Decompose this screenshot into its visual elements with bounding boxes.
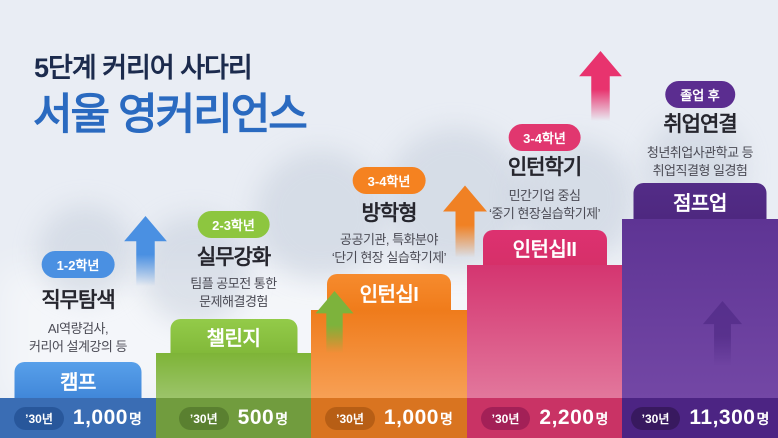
target-value: 1,000명 — [73, 406, 142, 430]
stage-title: 방학형 — [361, 202, 418, 225]
target-unit: 명 — [128, 411, 142, 427]
grade-badge: 1-2학년 — [41, 251, 115, 278]
grade-badge: 3-4학년 — [352, 167, 426, 194]
program-label: 인턴십I — [327, 274, 451, 310]
target-footer: ’30년 1,000명 — [311, 398, 467, 438]
up-arrow-watermark-icon — [702, 301, 743, 365]
target-number: 11,300 — [689, 406, 756, 429]
program-label: 챌린지 — [170, 319, 297, 353]
target-value: 500명 — [238, 406, 288, 430]
up-arrow-green-icon — [315, 291, 354, 353]
stage-column-4: 3-4학년 인턴학기 민간기업 중심 ‘중기 현장실습학기제’ 인턴십II ’3… — [467, 0, 622, 438]
program-label: 점프업 — [633, 183, 767, 219]
grade-badge: 3-4학년 — [508, 124, 581, 151]
stage-description-line: ‘중기 현장실습학기제’ — [488, 206, 601, 221]
target-footer: ’30년 1,000명 — [0, 398, 156, 438]
stage-column-3: 3-4학년 방학형 공공기관, 특화분야 ‘단기 현장 실습학기제’ 인턴십I … — [311, 0, 467, 438]
up-arrow-orange-icon — [443, 185, 487, 258]
target-unit: 명 — [595, 411, 609, 427]
stage-description-line: 청년취업사관학교 등 — [646, 145, 754, 160]
subtitle: 5단계 커리어 사다리 — [34, 53, 253, 83]
year-badge: ’30년 — [325, 406, 375, 430]
program-label: 캠프 — [14, 362, 142, 398]
step-bar-body — [467, 265, 622, 398]
stage-description: 팀플 공모전 통한 문제해결경험 — [156, 275, 311, 311]
target-unit: 명 — [275, 411, 289, 427]
target-footer: ’30년 500명 — [156, 398, 311, 438]
year-badge: ’30년 — [480, 406, 531, 430]
target-number: 1,000 — [72, 406, 128, 429]
stage-description-line: 민간기업 중심 — [508, 188, 581, 203]
stage-title: 직무탐색 — [41, 289, 115, 312]
grade-badge: 2-3학년 — [197, 211, 270, 238]
stage-description: AI역량검사, 커리어 설계강의 등 — [0, 320, 156, 356]
step-bar-body — [622, 219, 778, 398]
target-footer: ’30년 2,200명 — [467, 398, 622, 438]
program-label: 인턴십II — [482, 230, 607, 265]
stage-description-line: ‘단기 현장 실습학기제’ — [331, 250, 447, 265]
target-unit: 명 — [756, 411, 770, 427]
stage-column-1: 1-2학년 직무탐색 AI역량검사, 커리어 설계강의 등 캠프 ’30년 1,… — [0, 0, 156, 438]
stage-column-2: 2-3학년 실무강화 팀플 공모전 통한 문제해결경험 챌린지 ’30년 500… — [156, 0, 311, 438]
target-value: 1,000명 — [384, 406, 453, 430]
grade-badge: 졸업 후 — [665, 81, 735, 108]
stage-description: 청년취업사관학교 등 취업직결형 일경험 — [622, 144, 778, 180]
stage-description-line: AI역량검사, — [47, 321, 109, 336]
page-title: 서울 영커리언스 — [33, 91, 308, 139]
target-unit: 명 — [439, 411, 453, 427]
stage-description: 공공기관, 특화분야 ‘단기 현장 실습학기제’ — [311, 231, 467, 267]
target-number: 1,000 — [383, 406, 439, 429]
target-value: 11,300명 — [689, 406, 769, 430]
stage-description-line: 커리어 설계강의 등 — [29, 339, 127, 354]
stage-title: 실무강화 — [196, 246, 271, 269]
target-number: 500 — [237, 406, 275, 429]
year-badge: ’30년 — [178, 406, 229, 430]
up-arrow-pink-icon — [579, 51, 622, 121]
stage-description-line: 문제해결경험 — [199, 294, 268, 309]
stage-column-5: 졸업 후 취업연결 청년취업사관학교 등 취업직결형 일경험 점프업 ’30년 … — [622, 0, 778, 438]
step-bar-body — [156, 353, 311, 398]
year-badge: ’30년 — [630, 406, 681, 430]
stage-description-line: 취업직결형 일경험 — [652, 163, 748, 178]
year-badge: ’30년 — [14, 406, 64, 430]
stage-description-line: 공공기관, 특화분야 — [340, 232, 438, 247]
target-number: 2,200 — [539, 406, 595, 429]
stage-title: 취업연결 — [663, 113, 737, 136]
up-arrow-blue-icon — [124, 216, 167, 286]
target-footer: ’30년 11,300명 — [622, 398, 778, 438]
stage-title: 인턴학기 — [507, 156, 582, 179]
stage-description: 민간기업 중심 ‘중기 현장실습학기제’ — [467, 187, 622, 223]
target-value: 2,200명 — [539, 406, 608, 430]
stage-description-line: 팀플 공모전 통한 — [190, 276, 277, 291]
